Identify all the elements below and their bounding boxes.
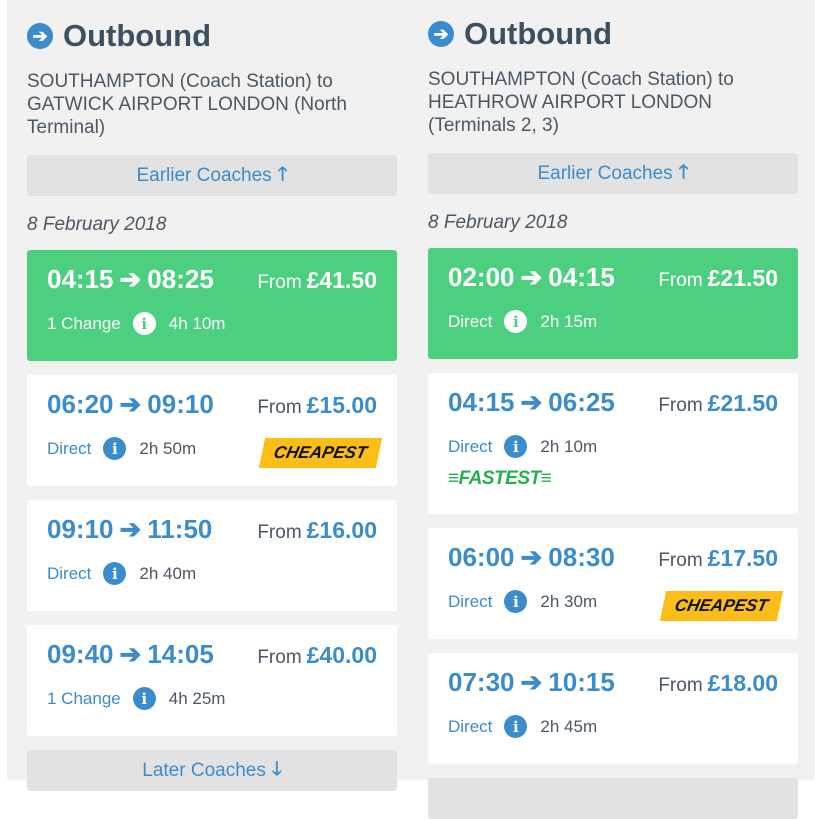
arrow-right-circle-icon: ➔ xyxy=(428,21,454,47)
travel-date: 8 February 2018 xyxy=(27,214,167,235)
changes-label: Direct xyxy=(448,716,493,736)
fastest-badge: ≡FASTEST≡ xyxy=(448,468,552,489)
journey-card[interactable]: 06:20 ➔ 09:10 From £15.00 Direct i 2h 50m CHE… xyxy=(27,375,397,486)
changes-label: Direct xyxy=(448,311,493,331)
route-description: SOUTHAMPTON (Coach Station) to GATWICK A… xyxy=(27,71,347,138)
section-header: ➔ Outbound xyxy=(27,18,397,54)
earlier-coaches-button[interactable]: Earlier Coaches 🡑 xyxy=(428,153,798,194)
arrive-time: 08:25 xyxy=(147,264,214,294)
price: £15.00 xyxy=(306,392,377,418)
price: £16.00 xyxy=(306,517,377,543)
price: £21.50 xyxy=(707,390,778,416)
duration: 2h 10m xyxy=(540,436,598,456)
changes-label: Direct xyxy=(47,563,92,583)
journey-card[interactable]: 09:40 ➔ 14:05 From £40.00 1 Change i 4h 25m xyxy=(27,625,397,736)
route-description: SOUTHAMPTON (Coach Station) to HEATHROW … xyxy=(428,69,734,136)
arrive-time: 06:25 xyxy=(548,387,615,417)
duration: 4h 10m xyxy=(168,313,226,333)
price: £21.50 xyxy=(707,265,778,291)
journey-card[interactable]: 04:15 ➔ 06:25 From £21.50 Direct i 2h 10m ≡FA… xyxy=(428,373,798,514)
duration: 2h 45m xyxy=(540,716,598,736)
price: £18.00 xyxy=(707,670,778,696)
section-header: ➔ Outbound xyxy=(428,16,798,52)
from-label: From xyxy=(257,522,302,543)
arrive-time: 04:15 xyxy=(548,262,615,292)
outbound-column: ➔ Outbound SOUTHAMPTON (Coach Station) to… xyxy=(27,0,397,791)
info-icon[interactable]: i xyxy=(103,562,127,585)
arrow-right-icon: ➔ xyxy=(119,639,142,669)
from-label: From xyxy=(257,647,302,668)
journey-card[interactable]: 09:10 ➔ 11:50 From £16.00 Direct i 2h 40m xyxy=(27,500,397,611)
section-title: Outbound xyxy=(464,16,613,51)
arrow-right-icon: ➔ xyxy=(520,262,543,292)
from-label: From xyxy=(658,550,703,571)
info-icon[interactable]: i xyxy=(103,437,127,460)
cheapest-badge: CHEAPEST xyxy=(259,438,383,468)
changes-label: Direct xyxy=(448,591,493,611)
journey-card[interactable]: 04:15 ➔ 08:25 From £41.50 1 Change i 4h 10m xyxy=(27,250,397,361)
depart-time: 06:00 xyxy=(448,542,515,572)
arrow-right-circle-icon: ➔ xyxy=(27,23,53,49)
cheapest-badge: CHEAPEST xyxy=(660,591,784,621)
price: £40.00 xyxy=(306,642,377,668)
earlier-coaches-button[interactable]: Earlier Coaches 🡑 xyxy=(27,155,397,196)
depart-time: 09:40 xyxy=(47,639,114,669)
arrow-right-icon: ➔ xyxy=(119,389,142,419)
from-label: From xyxy=(257,272,302,293)
duration: 2h 40m xyxy=(139,563,197,583)
arrow-right-icon: ➔ xyxy=(520,542,543,572)
duration: 2h 15m xyxy=(540,311,598,331)
later-coaches-button[interactable] xyxy=(428,778,798,819)
arrive-time: 08:30 xyxy=(548,542,615,572)
changes-label: Direct xyxy=(448,436,493,456)
later-coaches-button[interactable]: Later Coaches 🡓 xyxy=(27,750,397,791)
changes-label: Direct xyxy=(47,438,92,458)
from-label: From xyxy=(257,397,302,418)
info-icon[interactable]: i xyxy=(504,590,528,613)
arrive-time: 14:05 xyxy=(147,639,214,669)
arrive-time: 11:50 xyxy=(147,514,213,544)
depart-time: 04:15 xyxy=(47,264,114,294)
travel-date: 8 February 2018 xyxy=(428,212,568,233)
changes-label: 1 Change xyxy=(47,313,121,333)
depart-time: 09:10 xyxy=(47,514,114,544)
changes-label: 1 Change xyxy=(47,688,121,708)
from-label: From xyxy=(658,675,703,696)
arrow-right-icon: ➔ xyxy=(520,667,543,697)
duration: 2h 30m xyxy=(540,591,598,611)
journey-card[interactable]: 06:00 ➔ 08:30 From £17.50 Direct i 2h 30m CHE… xyxy=(428,528,798,639)
section-title: Outbound xyxy=(63,18,212,53)
info-icon[interactable]: i xyxy=(504,715,528,738)
price: £17.50 xyxy=(707,545,778,571)
arrive-time: 09:10 xyxy=(147,389,214,419)
info-icon[interactable]: i xyxy=(504,435,528,458)
price: £41.50 xyxy=(306,267,377,293)
arrow-down-icon: 🡓 xyxy=(271,758,282,780)
arrow-right-icon: ➔ xyxy=(119,514,142,544)
info-icon[interactable]: i xyxy=(132,312,156,335)
from-label: From xyxy=(658,270,703,291)
duration: 4h 25m xyxy=(168,688,226,708)
arrow-up-icon: 🡑 xyxy=(277,163,288,185)
duration: 2h 50m xyxy=(139,438,197,458)
depart-time: 07:30 xyxy=(448,667,515,697)
arrive-time: 10:15 xyxy=(548,667,615,697)
arrow-up-icon: 🡑 xyxy=(678,161,689,183)
info-icon[interactable]: i xyxy=(504,310,528,333)
depart-time: 04:15 xyxy=(448,387,515,417)
outbound-column: ➔ Outbound SOUTHAMPTON (Coach Station) to… xyxy=(428,0,798,819)
from-label: From xyxy=(658,395,703,416)
journey-card[interactable]: 07:30 ➔ 10:15 From £18.00 Direct i 2h 45m xyxy=(428,653,798,764)
journey-card[interactable]: 02:00 ➔ 04:15 From £21.50 Direct i 2h 15m xyxy=(428,248,798,359)
depart-time: 02:00 xyxy=(448,262,515,292)
arrow-right-icon: ➔ xyxy=(520,387,543,417)
arrow-right-icon: ➔ xyxy=(119,264,142,294)
info-icon[interactable]: i xyxy=(132,687,156,710)
depart-time: 06:20 xyxy=(47,389,114,419)
